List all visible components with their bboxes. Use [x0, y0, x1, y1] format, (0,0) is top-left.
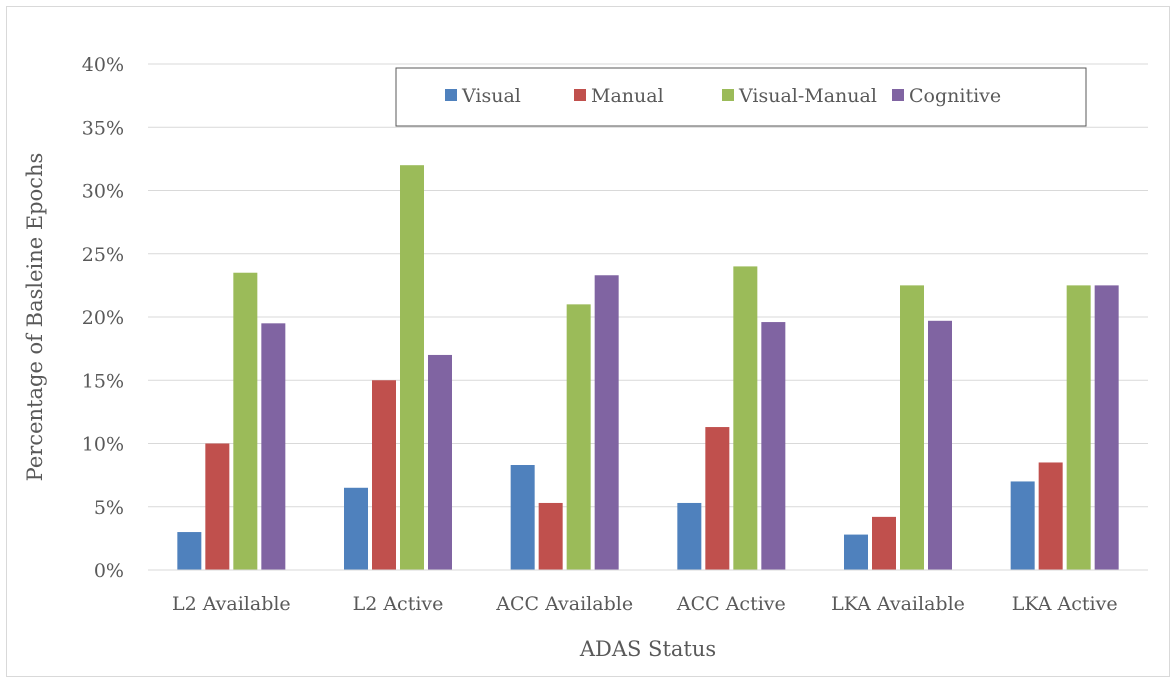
- bar-cognitive: [928, 320, 952, 570]
- bar-visual: [1010, 481, 1035, 570]
- bars: [177, 165, 1119, 570]
- x-tick-label: LKA Available: [831, 593, 965, 615]
- legend-box: [395, 67, 1087, 127]
- bar-manual: [872, 516, 896, 570]
- x-tick-label: ACC Available: [495, 593, 633, 615]
- legend-label: Manual: [591, 85, 664, 107]
- y-tick-label: 15%: [82, 370, 124, 392]
- legend-swatch: [722, 89, 734, 101]
- x-tick-label: L2 Available: [172, 593, 291, 615]
- legend-swatch: [445, 89, 457, 101]
- legend-label: Cognitive: [909, 85, 1001, 107]
- y-tick-label: 25%: [82, 244, 124, 266]
- x-tick-label: LKA Active: [1012, 593, 1118, 615]
- y-tick-label: 40%: [82, 54, 124, 76]
- bar-visual-manual: [733, 266, 758, 570]
- gridlines: [148, 63, 1148, 508]
- bar-cognitive: [594, 275, 619, 570]
- bar-manual: [1038, 462, 1063, 570]
- bar-cognitive: [261, 323, 286, 570]
- legend-swatch: [574, 89, 586, 101]
- y-axis-label: Percentage of Basleine Epochs: [23, 153, 47, 482]
- x-tick-label: L2 Active: [353, 593, 444, 615]
- bar-visual-manual: [233, 272, 258, 570]
- y-tick-label: 20%: [82, 307, 124, 329]
- x-tick-label: ACC Active: [676, 593, 786, 615]
- bar-visual: [844, 534, 868, 570]
- bar-visual: [677, 502, 702, 570]
- bar-cognitive: [761, 322, 786, 570]
- bar-visual-manual: [566, 304, 591, 570]
- bar-visual: [344, 487, 368, 570]
- y-axis-ticks: 0% 5% 10% 15% 20% 25% 30% 35% 40%: [82, 54, 124, 582]
- y-tick-label: 30%: [82, 181, 124, 203]
- bar-manual: [205, 443, 230, 570]
- bar-cognitive: [1094, 285, 1119, 570]
- y-tick-label: 35%: [82, 117, 124, 139]
- x-axis-label: ADAS Status: [579, 637, 716, 661]
- bar-manual: [705, 427, 730, 570]
- y-tick-label: 0%: [94, 560, 124, 582]
- legend-swatch: [892, 89, 904, 101]
- legend: Visual Manual Visual-Manual Cognitive: [395, 67, 1087, 127]
- legend-label: Visual: [461, 85, 521, 107]
- bar-visual: [177, 532, 202, 570]
- bar-visual-manual: [900, 285, 924, 570]
- bar-visual-manual: [1066, 285, 1091, 570]
- y-tick-label: 10%: [82, 434, 124, 456]
- bar-manual: [372, 380, 396, 570]
- bar-visual: [510, 465, 535, 570]
- x-axis-ticks: L2 Available L2 Active ACC Available ACC Ac…: [172, 593, 1118, 615]
- bar-visual-manual: [400, 165, 424, 570]
- legend-label: Visual-Manual: [738, 85, 877, 107]
- bar-manual: [538, 502, 563, 570]
- y-tick-label: 5%: [94, 497, 124, 519]
- bar-cognitive: [428, 354, 452, 570]
